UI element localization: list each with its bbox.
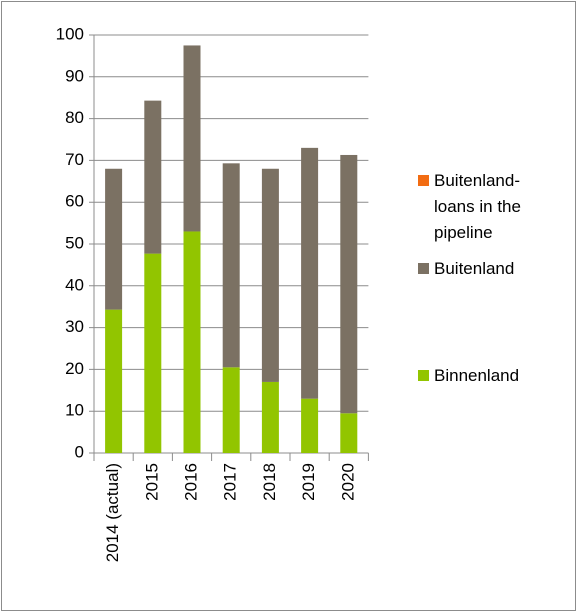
y-tick-label: 90 bbox=[65, 66, 84, 85]
x-tick-label: 2016 bbox=[181, 463, 200, 501]
bar-segment bbox=[301, 398, 319, 453]
bar-segment bbox=[261, 381, 279, 453]
x-tick-label: 2015 bbox=[142, 463, 161, 501]
bar-segment bbox=[183, 231, 201, 453]
bar-segment bbox=[301, 147, 319, 399]
legend-label: Binnenland bbox=[434, 366, 520, 385]
legend-label: Buitenland bbox=[434, 259, 515, 278]
y-tick-label: 20 bbox=[65, 359, 84, 378]
legend-swatch bbox=[418, 370, 429, 381]
bar-segment bbox=[183, 45, 201, 232]
y-tick-label: 100 bbox=[56, 24, 84, 43]
y-tick-label: 10 bbox=[65, 401, 84, 420]
x-tick-label: 2017 bbox=[221, 463, 240, 501]
bar-segment bbox=[144, 100, 162, 254]
legend-swatch bbox=[418, 175, 429, 186]
legend-swatch bbox=[418, 263, 429, 274]
bar-segment bbox=[105, 168, 123, 310]
bar-segment bbox=[340, 154, 358, 414]
x-tick-label: 2020 bbox=[338, 463, 357, 501]
bar-segment bbox=[340, 413, 358, 453]
bar-segment bbox=[144, 253, 162, 453]
y-tick-label: 50 bbox=[65, 233, 84, 252]
bar-segment bbox=[222, 367, 240, 453]
y-tick-label: 70 bbox=[65, 150, 84, 169]
y-tick-label: 0 bbox=[75, 442, 84, 461]
y-tick-label: 40 bbox=[65, 275, 84, 294]
legend-label: Buitenland-loans in the pipeline bbox=[434, 171, 521, 242]
x-tick-label: 2019 bbox=[299, 463, 318, 501]
y-tick-label: 80 bbox=[65, 108, 84, 127]
x-tick-label: 2014 (actual) bbox=[103, 463, 122, 562]
y-tick-label: 30 bbox=[65, 317, 84, 336]
bar-segment bbox=[222, 163, 240, 368]
x-tick-label: 2018 bbox=[260, 463, 279, 501]
bar-segment bbox=[105, 309, 123, 453]
bar-segment bbox=[261, 168, 279, 382]
y-tick-label: 60 bbox=[65, 192, 84, 211]
